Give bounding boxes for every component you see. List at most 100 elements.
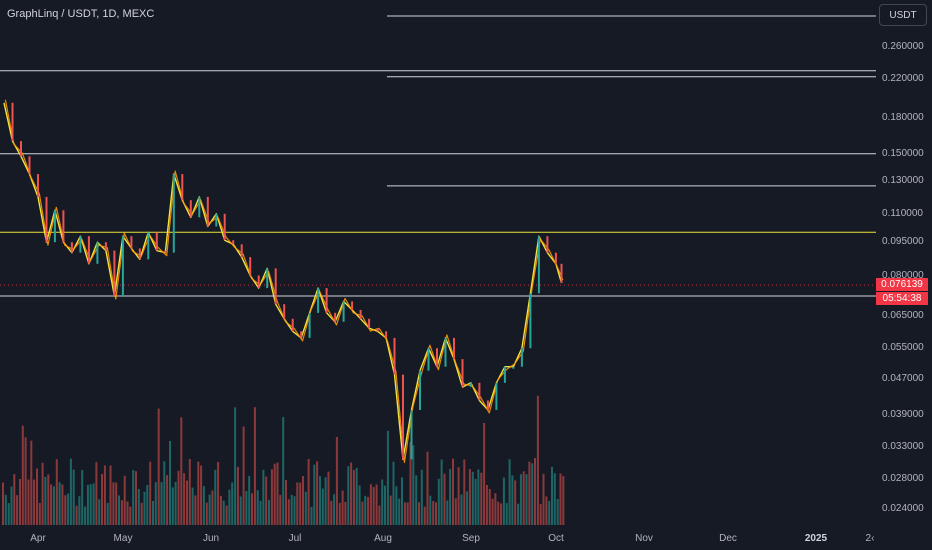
volume-bar (310, 506, 313, 525)
volume-bar (256, 490, 259, 525)
candle (325, 288, 328, 313)
volume-bar (466, 491, 469, 525)
volume-bar (440, 459, 443, 525)
candle (419, 370, 421, 410)
candle (342, 301, 345, 322)
volume-bar (157, 408, 160, 525)
candle (130, 236, 133, 249)
last-price-tag: 0.076139 (876, 278, 928, 291)
volume-bar (452, 458, 454, 525)
volume-bar (338, 502, 341, 525)
candle (206, 196, 209, 227)
volume-bar (415, 475, 418, 525)
price-tick-label: 0.039000 (882, 409, 924, 420)
volume-bar (109, 465, 112, 525)
price-tick-label: 0.260000 (882, 41, 924, 52)
volume-bar (423, 506, 426, 525)
volume-bar (350, 462, 353, 525)
volume-bar (536, 395, 539, 525)
volume-bar (403, 502, 406, 525)
candle (300, 331, 303, 338)
volume-bar (299, 482, 302, 525)
volume-bar (347, 466, 350, 525)
price-tick-label: 0.110000 (882, 208, 923, 219)
candle (554, 252, 557, 264)
candle (45, 196, 48, 243)
time-tick-label: 2025 (804, 533, 828, 544)
volume-bar (75, 505, 78, 525)
volume-bar (477, 469, 480, 525)
currency-button[interactable]: USDT (879, 4, 927, 26)
volume-bar (313, 464, 316, 525)
candle (232, 240, 235, 245)
price-chart[interactable] (0, 0, 876, 528)
volume-bar (265, 476, 268, 525)
volume-bar (78, 496, 81, 525)
chart-title: GraphLinq / USDT, 1D, MEXC (7, 8, 155, 20)
candle (402, 374, 404, 460)
volume-bar (531, 463, 534, 525)
volume-bar (163, 461, 166, 525)
volume-bar (2, 482, 4, 525)
volume-bar (435, 502, 437, 525)
candle (453, 337, 455, 360)
volume-bar (7, 503, 10, 525)
price-tick-label: 0.055000 (882, 342, 924, 353)
volume-bar (61, 484, 64, 525)
time-axis[interactable]: Apr May Jun Jul Aug Sep Oct Nov Dec 2025 2‹ (0, 528, 876, 550)
volume-bar (528, 461, 531, 525)
volume-bar (307, 459, 310, 525)
volume-bar (471, 471, 474, 525)
volume-bar (106, 502, 109, 525)
candle (113, 250, 116, 296)
time-tick-label: Oct (548, 533, 564, 544)
volume-bar (443, 473, 446, 525)
candle (240, 244, 243, 258)
volume-bar (367, 496, 370, 525)
volume-bar (225, 505, 228, 525)
volume-bar (98, 499, 101, 525)
countdown-tag: 05:54:38 (876, 292, 928, 305)
volume-bar (302, 476, 304, 525)
time-tick-label: Jul (288, 533, 302, 544)
price-tick-label: 0.180000 (882, 112, 924, 123)
volume-bar (553, 473, 556, 525)
volume-bar (228, 489, 231, 525)
candle (410, 409, 413, 460)
candle (308, 312, 311, 338)
candle (334, 312, 337, 322)
volume-bar (406, 502, 409, 525)
volume-bar (242, 426, 245, 525)
volume-bar (335, 437, 338, 525)
candle (223, 213, 226, 241)
volume-bar (324, 477, 327, 525)
volume-bar (270, 469, 273, 525)
volume-bar (72, 469, 75, 525)
chart-canvas[interactable] (0, 0, 876, 528)
price-tick-label: 0.065000 (882, 310, 924, 321)
candle (385, 331, 388, 338)
volume-bar (239, 496, 242, 525)
volume-bar (95, 462, 98, 525)
candle (155, 232, 158, 251)
candle (546, 236, 549, 253)
volume-bar (389, 495, 392, 525)
volume-bar (375, 484, 378, 525)
volume-bar (248, 476, 251, 525)
volume-bar (186, 480, 188, 525)
volume-bar (333, 494, 336, 525)
volume-bar (381, 479, 384, 525)
volume-bar (84, 506, 87, 525)
candle (444, 337, 447, 367)
volume-bar (293, 496, 296, 525)
volume-bar (384, 485, 386, 525)
price-axis[interactable]: 0.260000 0.220000 0.180000 0.150000 0.130000… (876, 0, 932, 550)
volume-bar (559, 473, 562, 525)
volume-bar (386, 430, 389, 525)
volume-bar (505, 503, 508, 525)
volume-bar (369, 484, 372, 525)
volume-bar (36, 468, 38, 525)
volume-bar (545, 496, 548, 525)
volume-bar (556, 499, 559, 525)
volume-bar (55, 459, 58, 525)
